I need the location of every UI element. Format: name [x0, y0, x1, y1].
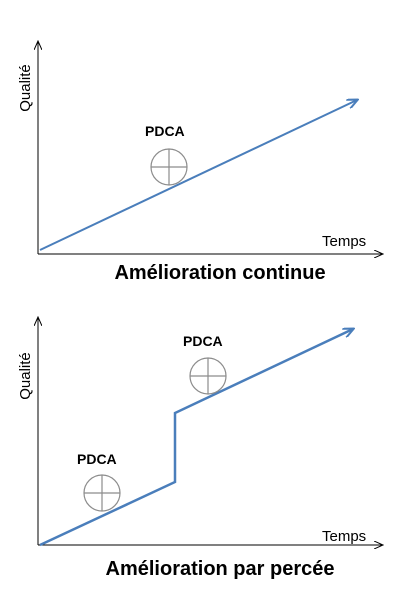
pdca-label-top: PDCA: [183, 333, 223, 349]
pdca-label-bottom: PDCA: [77, 451, 117, 467]
pdca-wheel-icon: [189, 357, 227, 395]
panel-continuous: Qualité Temps PDCA Amélioration continue: [17, 42, 382, 284]
y-axis-label: Qualité: [17, 64, 34, 112]
y-axis-label: Qualité: [17, 352, 34, 400]
x-axis-label: Temps: [322, 233, 366, 250]
panel-breakthrough: Qualité Temps PDCA PDCA Amélioration par…: [17, 318, 382, 580]
x-axis-label: Temps: [322, 528, 366, 545]
pdca-label: PDCA: [145, 123, 185, 139]
trend-line: [39, 329, 353, 547]
pdca-wheel-icon: [150, 148, 188, 186]
trend-line: [39, 100, 357, 251]
panel-title: Amélioration par percée: [106, 558, 335, 580]
pdca-wheel-icon: [83, 474, 121, 512]
panel-title: Amélioration continue: [114, 262, 325, 284]
